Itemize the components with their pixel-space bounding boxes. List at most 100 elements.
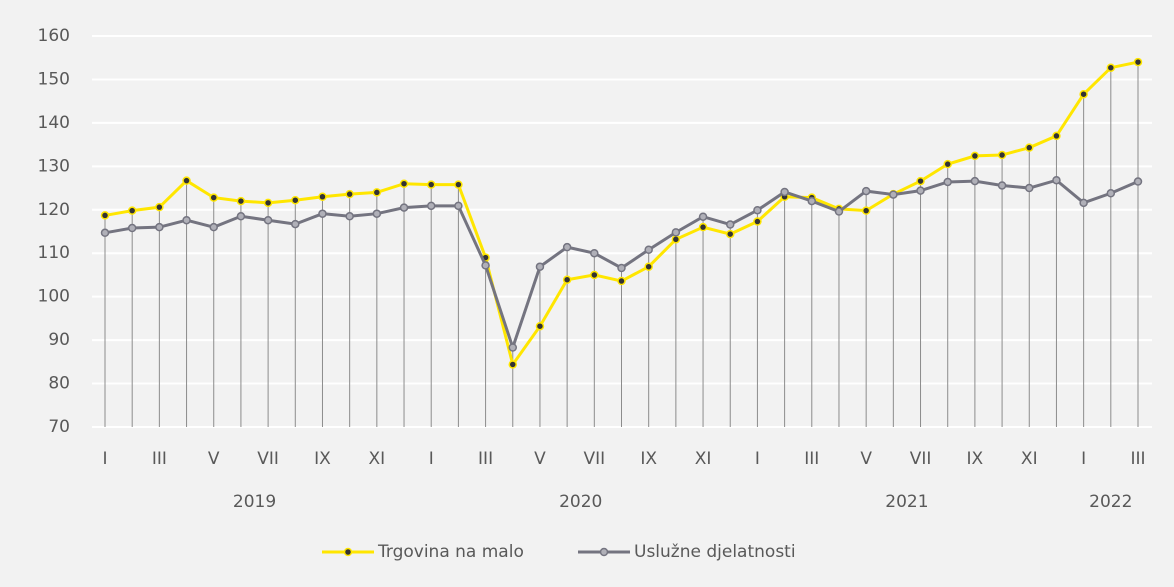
x-tick-label: VII <box>910 449 932 469</box>
point <box>970 176 980 186</box>
x-tick-label: I <box>755 449 760 469</box>
point <box>1133 57 1143 67</box>
point <box>399 203 409 212</box>
x-tick-label: V <box>860 449 872 469</box>
point <box>889 190 898 199</box>
point <box>1106 63 1116 72</box>
point <box>753 217 762 226</box>
point <box>155 202 164 212</box>
y-tick-label: 90 <box>48 330 70 350</box>
x-tick-label: IX <box>967 449 984 469</box>
point <box>318 192 327 201</box>
point <box>209 193 218 202</box>
point <box>372 209 382 218</box>
point <box>426 201 436 211</box>
legend-marker <box>343 547 353 557</box>
y-tick-label: 130 <box>38 156 70 176</box>
point <box>345 212 354 221</box>
point <box>1052 131 1061 141</box>
year-label: 2019 <box>233 492 276 512</box>
point <box>943 177 952 187</box>
point <box>535 321 545 331</box>
x-tick-label: III <box>804 449 819 469</box>
point <box>1079 198 1088 208</box>
point <box>372 188 382 197</box>
point <box>1025 143 1034 152</box>
legend-marker <box>599 547 609 557</box>
year-label: 2020 <box>559 492 602 512</box>
point <box>1025 183 1034 193</box>
x-tick-label: I <box>102 449 107 469</box>
point <box>127 223 137 233</box>
x-tick-label: V <box>208 449 220 469</box>
x-tick-label: I <box>429 449 434 469</box>
point <box>671 228 681 237</box>
x-tick-label: VII <box>583 449 605 469</box>
point <box>943 159 952 169</box>
year-label: 2021 <box>885 492 928 512</box>
point <box>562 242 572 252</box>
x-tick-label: XI <box>695 449 712 469</box>
point <box>263 215 273 225</box>
point <box>861 206 871 215</box>
x-tick-label: IX <box>314 449 331 469</box>
legend-label: Uslužne djelatnosti <box>634 542 796 562</box>
x-tick-label: III <box>1130 449 1145 469</box>
point <box>861 186 871 196</box>
point <box>807 196 817 206</box>
point <box>209 222 218 232</box>
point <box>916 176 925 186</box>
x-tick-label: XI <box>369 449 386 469</box>
point <box>725 220 735 229</box>
point <box>725 229 735 239</box>
point <box>753 205 762 215</box>
point <box>399 179 409 188</box>
point <box>671 235 681 244</box>
point <box>345 189 354 199</box>
x-tick-label: I <box>1081 449 1086 469</box>
point <box>182 176 191 185</box>
point <box>1106 189 1116 198</box>
point <box>1079 89 1088 99</box>
point <box>291 219 300 229</box>
y-tick-label: 140 <box>38 113 70 133</box>
point <box>780 187 789 197</box>
point <box>916 186 925 195</box>
point <box>562 275 572 284</box>
point <box>617 276 626 286</box>
y-tick-label: 150 <box>38 69 70 89</box>
point <box>100 211 110 220</box>
point <box>454 180 463 189</box>
point <box>318 209 327 218</box>
point <box>590 270 599 280</box>
point <box>590 248 599 258</box>
point <box>997 150 1007 160</box>
point <box>698 222 708 232</box>
point <box>1133 177 1143 186</box>
point <box>834 207 844 216</box>
point <box>236 212 246 221</box>
point <box>100 228 110 238</box>
legend-label: Trgovina na malo <box>377 542 524 562</box>
point <box>155 222 164 232</box>
y-tick-label: 100 <box>38 287 70 307</box>
point <box>644 245 653 254</box>
point <box>182 215 191 225</box>
x-tick-label: V <box>534 449 546 469</box>
year-label: 2022 <box>1089 492 1132 512</box>
y-tick-label: 160 <box>38 26 70 46</box>
point <box>508 343 518 352</box>
x-tick-label: VII <box>257 449 279 469</box>
y-tick-label: 80 <box>48 374 70 394</box>
point <box>644 262 653 271</box>
y-tick-label: 110 <box>38 243 70 263</box>
point <box>970 151 980 161</box>
point <box>535 262 545 271</box>
x-tick-label: III <box>152 449 167 469</box>
x-tick-label: III <box>478 449 493 469</box>
y-tick-label: 120 <box>38 200 70 220</box>
point <box>481 261 490 270</box>
point <box>426 180 436 189</box>
